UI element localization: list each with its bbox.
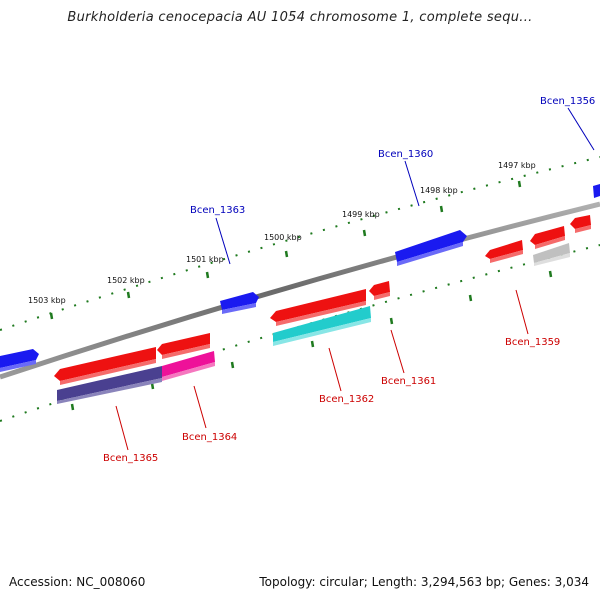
gene-block-bcen-1365-red[interactable] [54,347,156,385]
scale-label-1501: 1501 kbp [186,255,224,264]
gene-block-bcen-1356[interactable] [593,184,600,198]
leader-bcen-1364 [193,385,207,429]
gene-label-bcen-1365[interactable]: Bcen_1365 [103,453,158,464]
gene-block-bcen-1362-cyan[interactable] [273,306,371,346]
forward-scale-track [0,156,600,331]
gene-block-forward-left[interactable] [0,349,39,372]
gene-block-bcen-1364-red[interactable] [157,333,210,359]
accession-text: Accession: NC_008060 [9,575,146,589]
gene-label-bcen-1362[interactable]: Bcen_1362 [319,394,374,405]
gene-block-bcen-1359-gray[interactable] [533,243,570,266]
gene-label-bcen-1364[interactable]: Bcen_1364 [182,432,237,443]
gene-label-bcen-1363[interactable]: Bcen_1363 [190,205,245,216]
chromosome-backbone [0,201,600,380]
gene-block-bcen-1365-navy[interactable] [57,366,162,404]
map-title: Burkholderia cenocepacia AU 1054 chromos… [67,10,533,25]
topology-summary: Topology: circular; Length: 3,294,563 bp… [259,575,589,589]
scale-label-1502: 1502 kbp [107,276,145,285]
leader-bcen-1356 [567,107,595,151]
scale-label-1497: 1497 kbp [498,161,536,170]
gene-block-bcen-1361[interactable] [369,281,390,300]
gene-block-bcen-1364-magenta[interactable] [162,351,215,381]
scale-label-1498: 1498 kbp [420,186,458,195]
major-ticks-reverse [70,270,553,411]
gene-block-bcen-1363[interactable] [220,292,259,314]
leader-bcen-1362 [328,347,342,392]
gene-block-bcen-1360[interactable] [395,230,467,266]
gene-block-bcen-1359-b[interactable] [530,226,565,249]
scale-label-1499: 1499 kbp [342,210,380,219]
gene-block-bcen-1359-a[interactable] [485,240,523,263]
leader-bcen-1361 [390,329,405,374]
leader-bcen-1359 [515,289,529,335]
gene-label-bcen-1359[interactable]: Bcen_1359 [505,337,560,348]
leader-bcen-1363 [215,217,231,265]
scale-label-1503: 1503 kbp [28,296,66,305]
gene-block-bcen-1362-red[interactable] [270,289,366,326]
leader-bcen-1360 [404,160,420,207]
gene-block-bcen-1358[interactable] [570,215,591,233]
major-ticks [49,180,522,320]
scale-label-1500: 1500 kbp [264,233,302,242]
gene-label-bcen-1356[interactable]: Bcen_1356 [540,96,595,107]
gene-label-bcen-1361[interactable]: Bcen_1361 [381,376,436,387]
leader-bcen-1365 [115,405,129,451]
gene-label-bcen-1360[interactable]: Bcen_1360 [378,149,433,160]
